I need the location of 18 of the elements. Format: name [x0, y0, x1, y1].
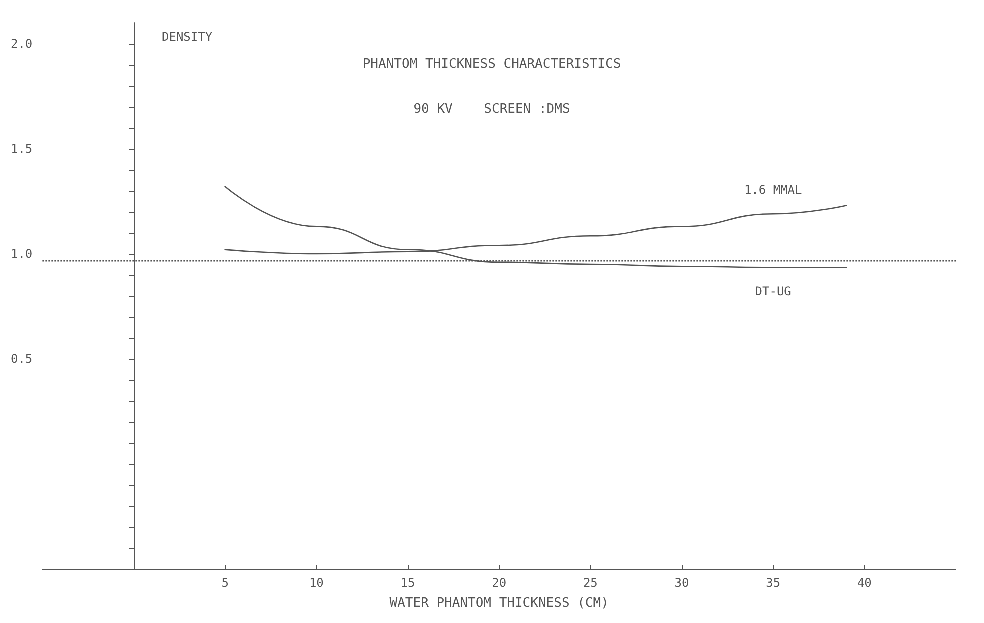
x-tick-label: 10: [309, 576, 324, 590]
series-label: 1.6 MMAL: [744, 183, 802, 198]
x-tick-label: 30: [674, 576, 690, 590]
x-tick-label: 20: [492, 576, 507, 590]
x-tick-label: 5: [222, 576, 229, 590]
y-tick-label: 1.5: [10, 142, 33, 156]
x-tick-label: 15: [400, 576, 416, 590]
y-tick-label: 2.0: [10, 37, 33, 51]
y-tick-label: 0.5: [10, 352, 33, 366]
y-axis-title: DENSITY: [162, 30, 214, 44]
x-axis-title: WATER PHANTOM THICKNESS (CM): [390, 596, 609, 611]
series-label: DT-UG: [755, 284, 792, 299]
text: 90 KV SCREEN :DMS: [414, 102, 570, 117]
x-tick-label: 35: [766, 576, 781, 590]
x-tick-label: 25: [583, 576, 598, 590]
x-tick-label: 40: [857, 576, 872, 590]
text: PHANTOM THICKNESS CHARACTERISTICS: [362, 57, 622, 72]
y-tick-label: 1.0: [10, 247, 33, 261]
